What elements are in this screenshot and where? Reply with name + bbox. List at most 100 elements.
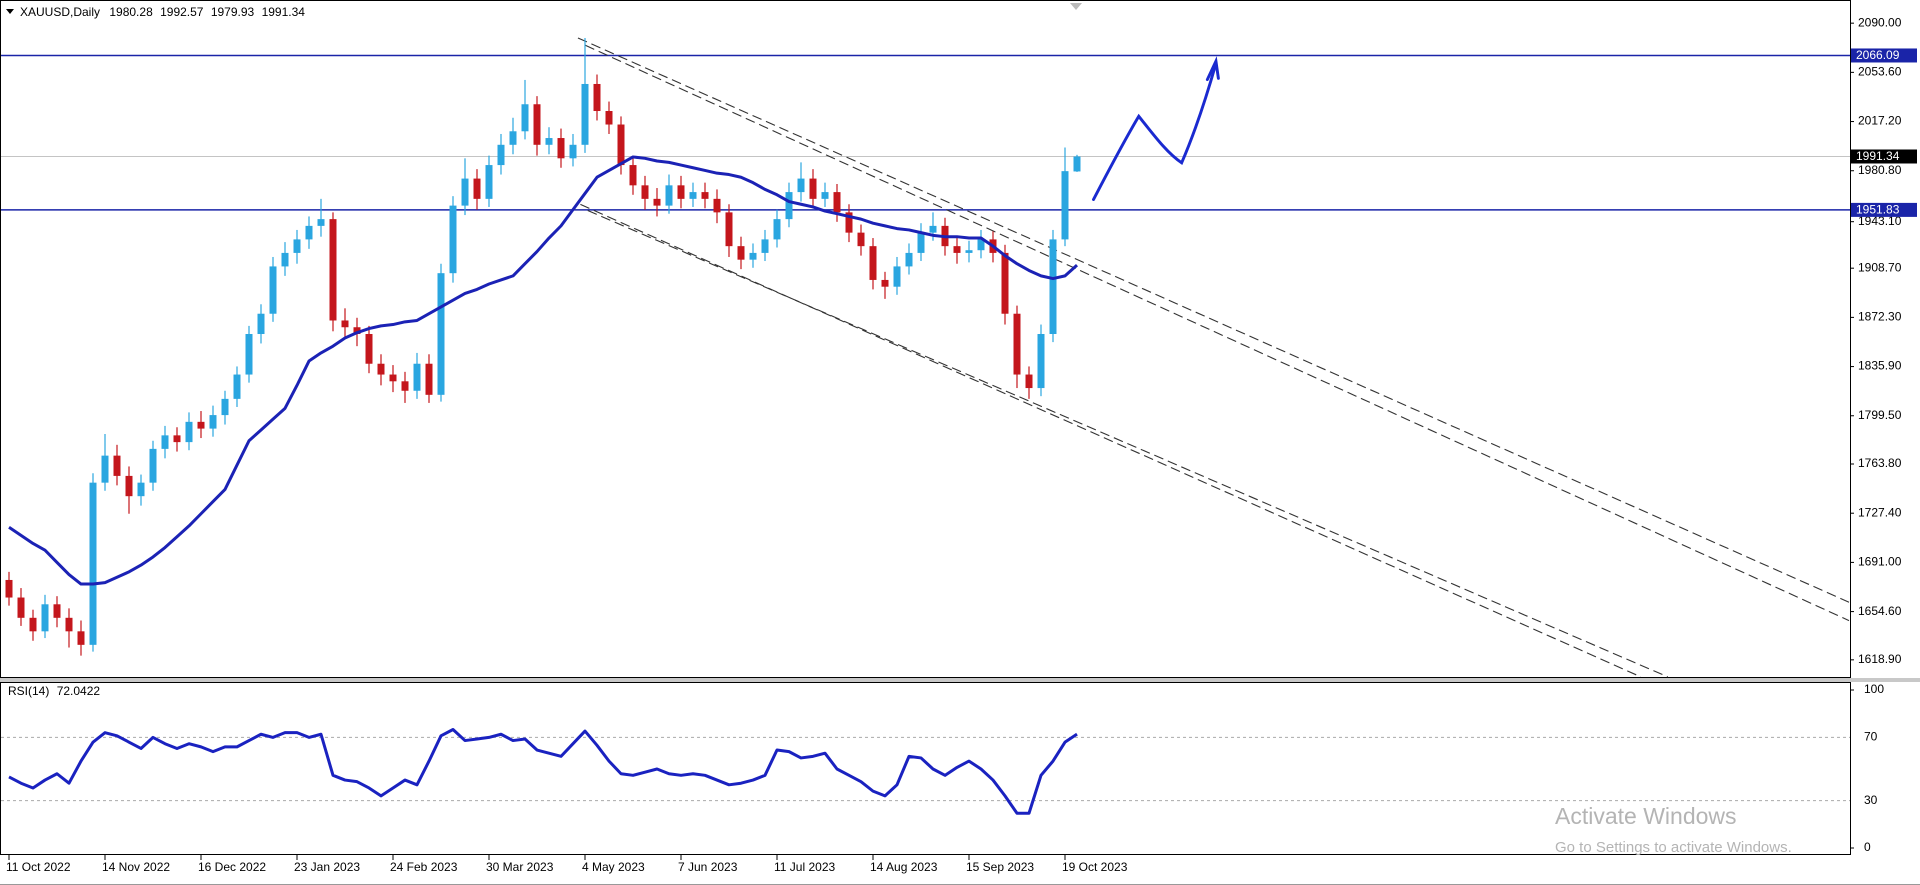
candle-body <box>869 246 877 280</box>
candle-body <box>377 363 385 375</box>
y-tick-label: 2017.20 <box>1858 114 1902 128</box>
x-tick-label: 23 Jan 2023 <box>294 860 360 874</box>
candle-body <box>5 579 13 598</box>
x-tick-label: 19 Oct 2023 <box>1062 860 1128 874</box>
candle-body <box>221 398 229 416</box>
candle-body <box>665 185 673 206</box>
candle-body <box>149 448 157 483</box>
rsi-tick-label: 100 <box>1864 682 1884 696</box>
candle-body <box>833 192 841 213</box>
arrow-head <box>1205 56 1220 82</box>
candle-body <box>797 178 805 193</box>
candle-body <box>737 246 745 260</box>
candle-body <box>617 124 625 166</box>
x-tick-label: 4 May 2023 <box>582 860 645 874</box>
candle-body <box>605 111 613 125</box>
rsi-label: RSI(14) <box>8 684 49 698</box>
close-price: 1991.34 <box>262 5 306 19</box>
rsi-tick-label: 70 <box>1864 730 1878 744</box>
x-tick-label: 15 Sep 2023 <box>966 860 1034 874</box>
channel-line <box>577 37 1850 603</box>
y-tick-label: 1727.40 <box>1858 505 1902 519</box>
open-price: 1980.28 <box>109 5 153 19</box>
candle-body <box>497 144 505 166</box>
candle-body <box>113 455 121 476</box>
candle-body <box>245 333 253 375</box>
y-tick-label: 1943.10 <box>1858 214 1902 228</box>
level-price-label: 1951.83 <box>1856 203 1900 217</box>
candle-body <box>269 266 277 314</box>
candle-body <box>77 631 85 645</box>
candle-body <box>593 83 601 112</box>
candle-body <box>629 165 637 186</box>
rsi-tick-label: 0 <box>1864 840 1871 854</box>
candle-body <box>1037 333 1045 389</box>
candle-body <box>305 225 313 240</box>
candle-body <box>809 178 817 199</box>
candle-body <box>317 219 325 226</box>
rsi-value: 72.0422 <box>57 684 101 698</box>
channel-line <box>585 44 1850 622</box>
main-panel-frame <box>0 0 1851 678</box>
candle-body <box>389 374 397 382</box>
candle-body <box>41 604 49 632</box>
rsi-line <box>8 728 1078 815</box>
watermark-subtitle: Go to Settings to activate Windows. <box>1555 839 1792 856</box>
rsi-header: RSI(14) 72.0422 <box>8 684 100 698</box>
rsi-panel-frame <box>0 682 1851 855</box>
y-tick-label: 1763.80 <box>1858 456 1902 470</box>
candle-body <box>125 475 133 497</box>
candle-body <box>845 212 853 233</box>
candle-body <box>65 617 73 632</box>
candle-body <box>281 252 289 267</box>
shift-marker <box>1070 3 1082 10</box>
collapse-icon <box>6 9 14 14</box>
candle-body <box>173 435 181 443</box>
candle-body <box>353 327 361 334</box>
candle-body <box>521 104 529 132</box>
candle-body <box>569 144 577 159</box>
x-tick-label: 14 Nov 2022 <box>102 860 170 874</box>
last-price-box <box>1851 149 1917 164</box>
candle-body <box>929 225 937 233</box>
candle-body <box>185 421 193 443</box>
hand-drawn-arrow <box>1092 62 1218 201</box>
candle-body <box>917 232 925 253</box>
candle-body <box>197 421 205 429</box>
candle-body <box>509 131 517 145</box>
y-tick-label: 2090.00 <box>1858 15 1902 29</box>
last-price-label: 1991.34 <box>1856 149 1900 163</box>
y-tick-label: 1980.80 <box>1858 163 1902 177</box>
y-tick-label: 1654.60 <box>1858 604 1902 618</box>
candle-body <box>821 192 829 199</box>
candle-body <box>101 455 109 483</box>
candle-body <box>17 597 25 618</box>
candle-body <box>161 435 169 449</box>
channel-line <box>587 210 1668 678</box>
candle-body <box>401 381 409 391</box>
level-price-box <box>1851 202 1917 217</box>
y-tick-label: 1618.90 <box>1858 652 1902 666</box>
candle-body <box>977 239 985 251</box>
candle-body <box>641 185 649 199</box>
candle-body <box>293 239 301 253</box>
candle-body <box>725 212 733 247</box>
y-tick-label: 1835.90 <box>1858 359 1902 373</box>
candle-body <box>785 192 793 220</box>
level-price-label: 2066.09 <box>1856 48 1900 62</box>
y-tick-label: 1908.70 <box>1858 260 1902 274</box>
candle-body <box>209 415 217 429</box>
y-tick-label: 1799.50 <box>1858 408 1902 422</box>
candle-body <box>1061 171 1069 240</box>
candle-body <box>773 219 781 240</box>
candle-body <box>461 178 469 206</box>
candle-body <box>857 232 865 247</box>
candle-body <box>29 617 37 632</box>
level-price-box <box>1851 48 1917 63</box>
candle-body <box>1073 156 1081 172</box>
candle-body <box>557 138 565 159</box>
candle-body <box>341 320 349 328</box>
